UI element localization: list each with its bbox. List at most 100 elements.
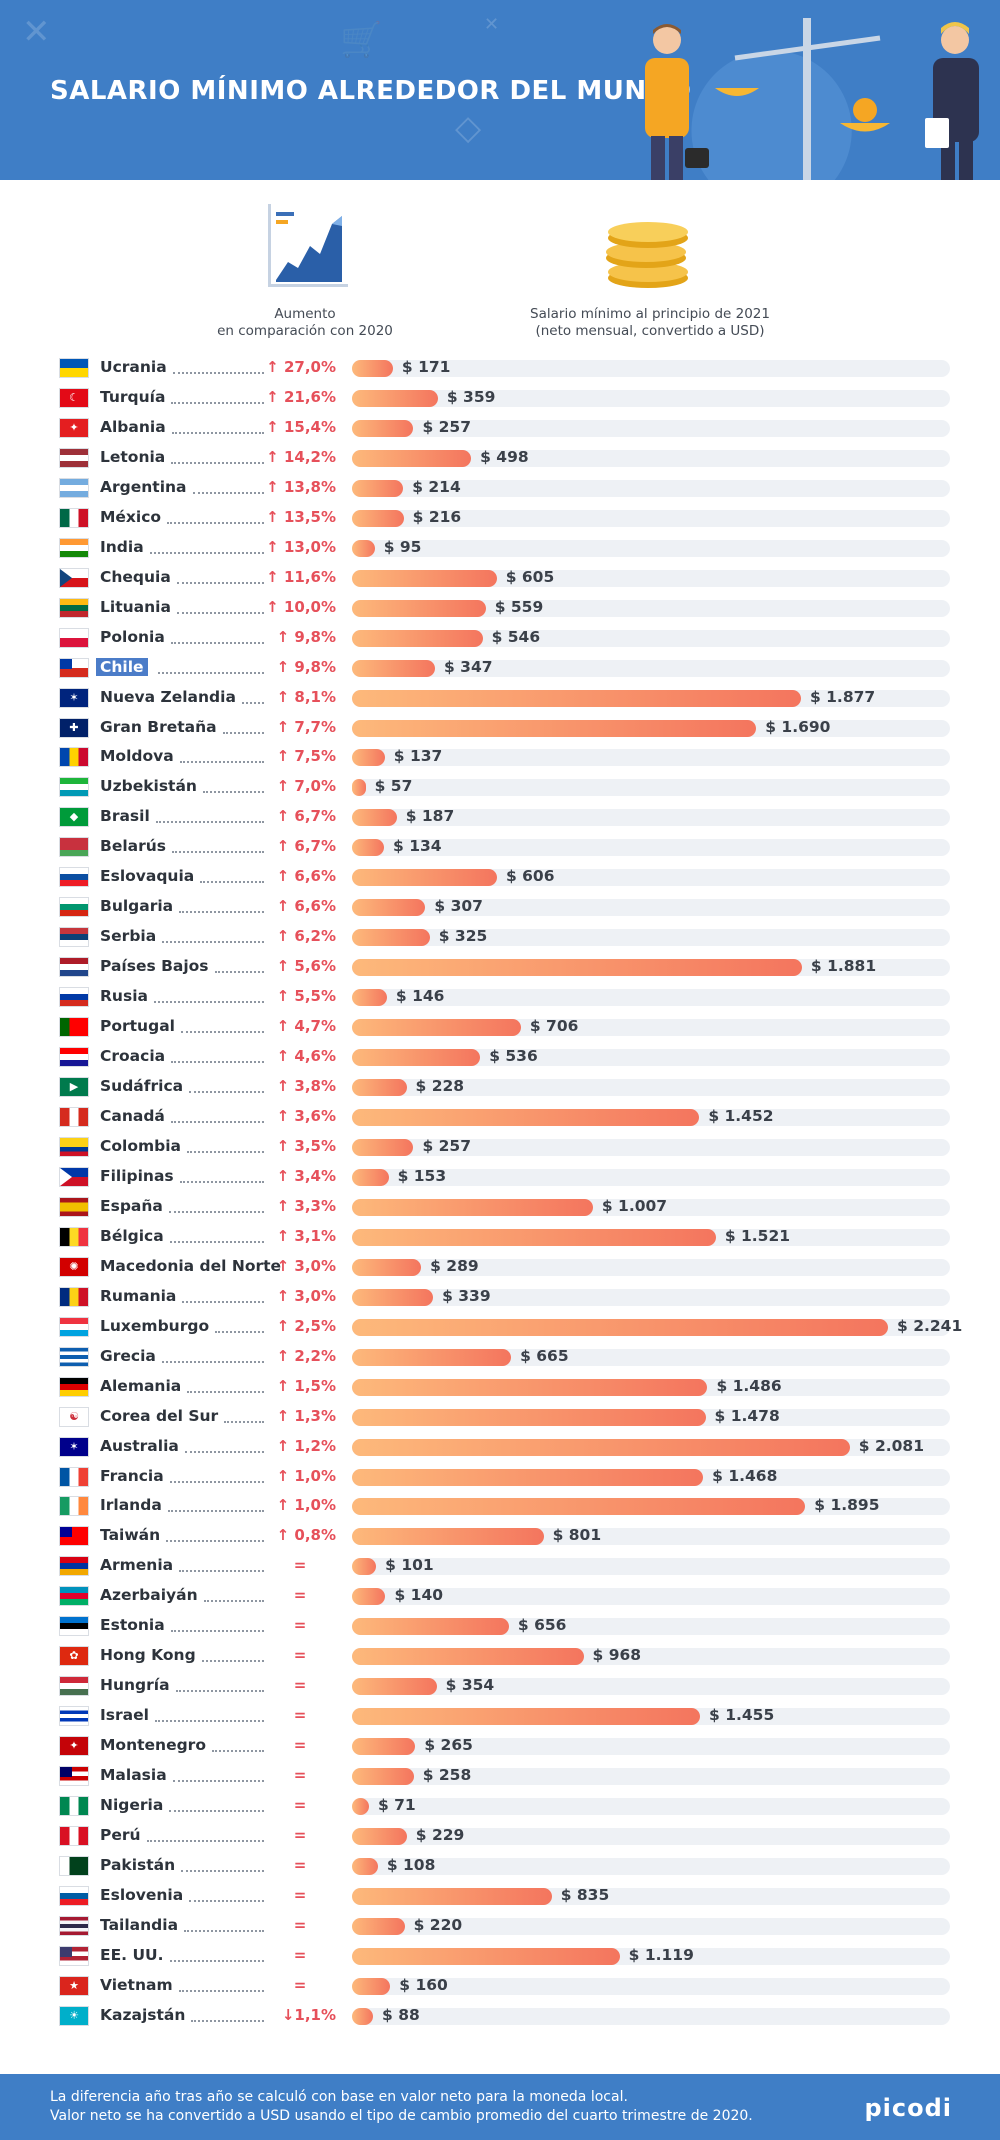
bar-track (352, 1168, 950, 1186)
salary-bar (352, 1588, 386, 1606)
salary-bar (352, 1378, 708, 1396)
flag-canton (60, 1946, 72, 1957)
flag-emblem: ✺ (69, 1259, 79, 1273)
country-name: Uzbekistán (100, 777, 197, 796)
increase-label: ↑ 5,6% (276, 957, 336, 976)
country-name: Bulgaria (100, 897, 174, 916)
flag-emblem: ✿ (69, 1649, 79, 1663)
flag-icon (59, 1376, 89, 1397)
salary-value-label: $ 606 (505, 867, 555, 886)
increase-label: ↑ 1,5% (276, 1376, 336, 1395)
country-name: España (100, 1196, 163, 1215)
country-name: Polonia (100, 627, 165, 646)
dotted-leader (169, 1479, 264, 1483)
bar-track (352, 479, 950, 497)
bar-track (352, 1678, 950, 1696)
flag-icon (59, 1017, 89, 1038)
bar-track (352, 1858, 950, 1875)
flag-icon (59, 447, 89, 468)
increase-label: = (293, 1766, 307, 1785)
country-name: México (100, 507, 162, 526)
country-name: Serbia (100, 927, 157, 946)
dotted-leader (149, 550, 264, 554)
salary-bar (352, 1917, 405, 1935)
country-name: Eslovaquia (100, 867, 195, 886)
bar-track (352, 929, 950, 947)
salary-value-label: $ 1.877 (809, 687, 876, 706)
dotted-leader (179, 759, 264, 764)
salary-header-line2: (neto mensual, convertido a USD) (535, 323, 765, 339)
increase-label: = (293, 1616, 307, 1635)
increase-label: = (293, 1856, 307, 1874)
flag-icon (59, 1226, 89, 1247)
dotted-leader (179, 1568, 264, 1573)
dotted-leader (170, 1119, 264, 1123)
increase-label: ↑ 3,0% (276, 1256, 336, 1275)
flag-icon: ✶ (59, 687, 89, 708)
bar-track (352, 1079, 950, 1097)
increase-label: ↑ 14,2% (266, 447, 336, 466)
salary-value-label: $ 146 (395, 987, 445, 1006)
dotted-leader (202, 789, 264, 794)
flag-icon (59, 1466, 89, 1487)
salary-bar (352, 749, 385, 767)
bar-track (352, 539, 950, 557)
dotted-leader (184, 1928, 264, 1932)
increase-label: ↑ 3,5% (276, 1136, 336, 1155)
salary-value-label: $ 347 (444, 657, 493, 676)
increase-label: = (293, 1975, 307, 1994)
salary-bar (352, 1348, 512, 1366)
country-name: Ucrania (100, 358, 167, 376)
header-banner: ✕ 🛒 ◇ ✕ ● SALARIO MÍNIMO ALREDEDOR DEL M… (0, 0, 1000, 180)
salary-value-label: $ 289 (430, 1256, 479, 1275)
flag-icon (59, 1676, 89, 1697)
flag-icon: ✦ (59, 1736, 89, 1757)
footer-note-line1: La diferencia año tras año se calculó co… (50, 2089, 628, 2105)
dotted-leader (161, 1359, 264, 1363)
cart-icon: 🛒 (340, 20, 383, 60)
dotted-leader (153, 999, 264, 1004)
country-name: Belarús (100, 837, 167, 856)
country-name: Lituania (100, 597, 171, 616)
bar-track (352, 1138, 950, 1156)
increase-label: = (293, 1646, 307, 1665)
increase-label: ↑ 9,8% (276, 627, 336, 646)
country-name: Macedonia del Norte (100, 1256, 282, 1275)
bar-track (352, 779, 950, 797)
flag-icon: ☯ (59, 1406, 89, 1427)
flag-icon (59, 1346, 89, 1367)
flag-icon (59, 867, 89, 888)
salary-value-label: $ 656 (517, 1616, 567, 1635)
salary-value-label: $ 257 (422, 417, 472, 436)
country-name: Argentina (100, 477, 187, 496)
salary-bar (352, 1109, 700, 1126)
flag-icon (59, 1945, 89, 1966)
dotted-leader (169, 1239, 264, 1243)
flag-emblem: ✶ (69, 1439, 79, 1453)
salary-bar (352, 1977, 391, 1995)
country-name: Sudáfrica (100, 1077, 184, 1096)
dotted-leader (180, 1029, 264, 1034)
salary-value-label: $ 187 (405, 807, 455, 826)
country-name: India (100, 537, 144, 556)
dotted-leader (191, 2018, 264, 2022)
salary-bar (352, 1049, 481, 1067)
salary-value-label: $ 354 (445, 1676, 495, 1695)
country-name: Albania (100, 417, 166, 436)
salary-value-label: $ 339 (442, 1286, 491, 1305)
increase-label: ↑ 7,5% (276, 747, 336, 766)
increase-label: ↑ 3,1% (276, 1226, 336, 1245)
salary-bar (352, 1618, 509, 1636)
bar-track (352, 629, 950, 647)
bar-track (352, 1977, 950, 1995)
salary-bar (352, 599, 486, 617)
increase-label: ↑ 9,8% (276, 657, 336, 676)
flag-icon (59, 1826, 89, 1847)
salary-value-label: $ 706 (529, 1017, 579, 1036)
bar-track (352, 1258, 950, 1276)
salary-bar (352, 569, 497, 587)
bar-track (352, 1558, 950, 1576)
salary-bar (352, 1408, 706, 1426)
dotted-leader (176, 610, 264, 614)
